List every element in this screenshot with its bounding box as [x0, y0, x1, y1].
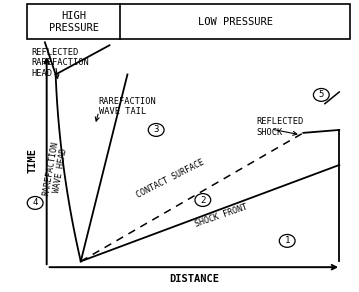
Text: CONTACT SURFACE: CONTACT SURFACE — [135, 158, 206, 200]
Text: REFLECTED
SHOCK: REFLECTED SHOCK — [257, 117, 304, 137]
Text: SHOCK FRONT: SHOCK FRONT — [193, 203, 248, 229]
Text: DISTANCE: DISTANCE — [169, 274, 219, 284]
Text: 1: 1 — [285, 237, 290, 245]
Text: 4: 4 — [33, 199, 38, 207]
Text: RAREFACTION
WAVE HEAD: RAREFACTION WAVE HEAD — [41, 140, 70, 198]
Text: RAREFACTION
WAVE TAIL: RAREFACTION WAVE TAIL — [99, 97, 157, 116]
Bar — [27, 4, 350, 39]
Text: 5: 5 — [319, 91, 324, 99]
Text: HIGH
PRESSURE: HIGH PRESSURE — [48, 11, 99, 33]
Text: TIME: TIME — [27, 148, 37, 173]
Text: LOW PRESSURE: LOW PRESSURE — [198, 17, 272, 27]
Text: 3: 3 — [154, 126, 159, 134]
Text: 2: 2 — [200, 196, 205, 204]
Text: REFLECTED
RAREFACTION
HEAD: REFLECTED RAREFACTION HEAD — [32, 48, 89, 78]
